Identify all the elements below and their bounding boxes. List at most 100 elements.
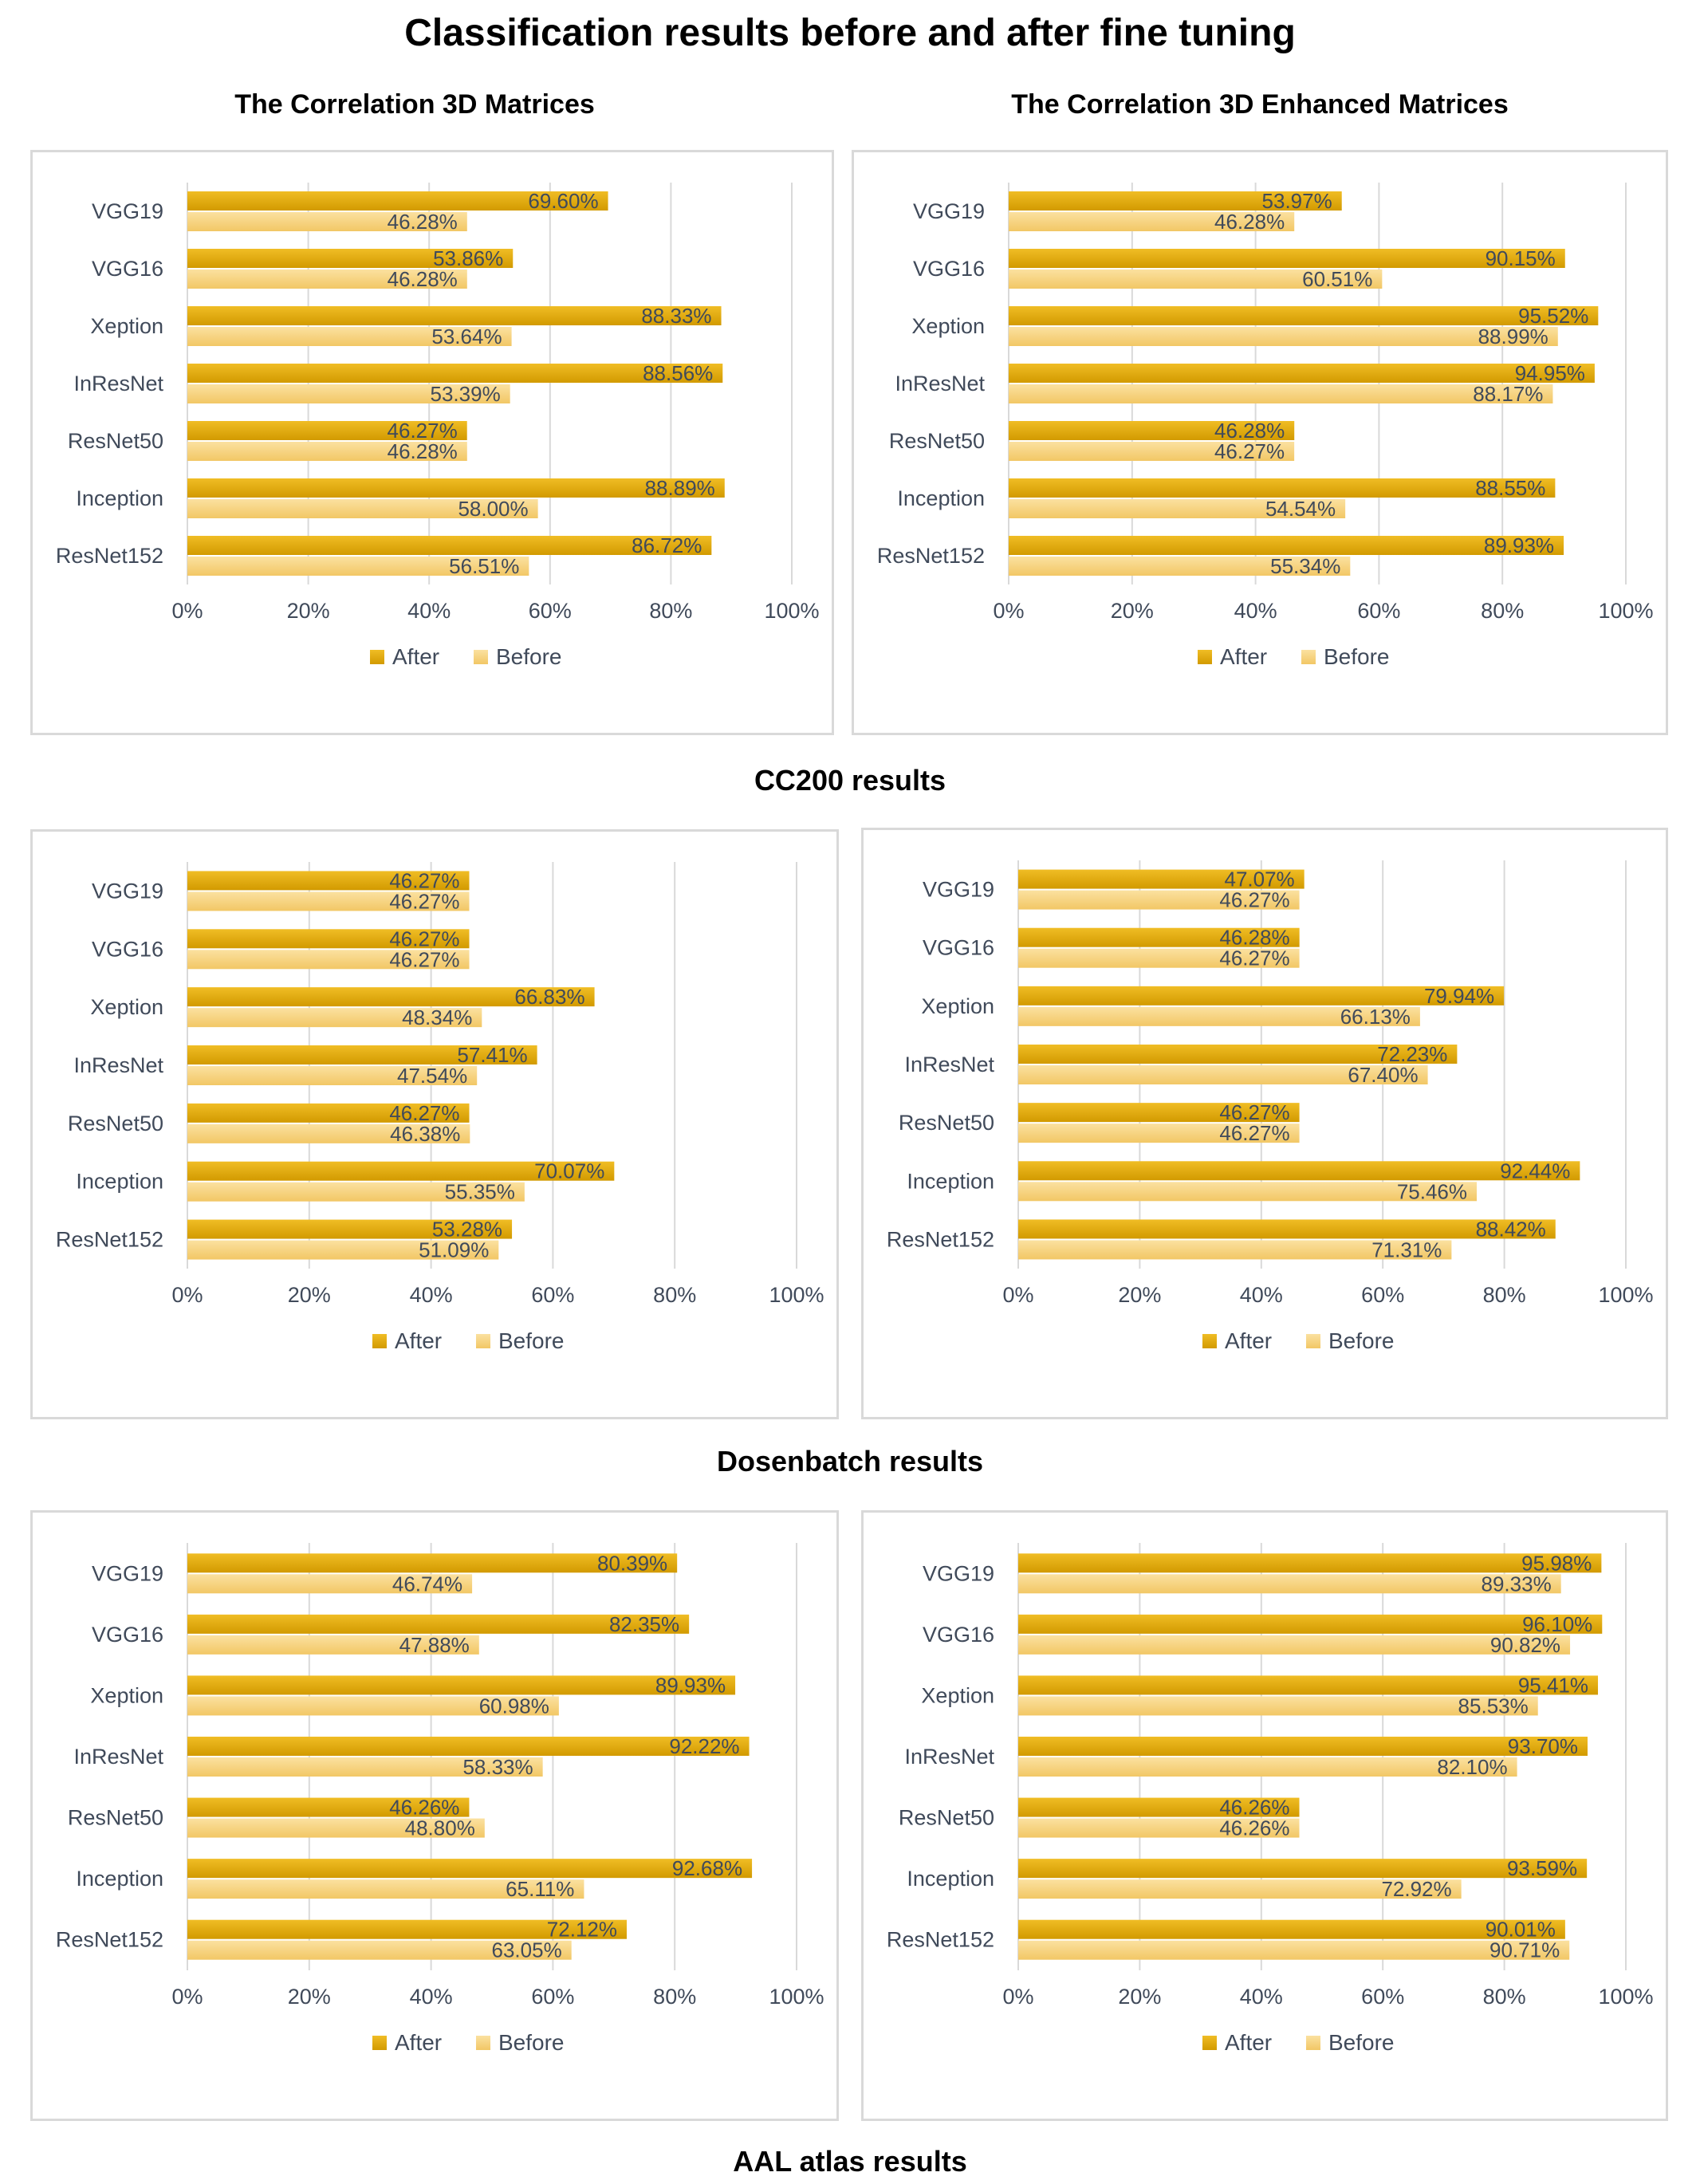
bar-before <box>187 1574 473 1594</box>
category-label: ResNet152 <box>56 1228 163 1252</box>
category-label: ResNet50 <box>68 429 163 453</box>
x-tick-label: 80% <box>1483 1283 1526 1307</box>
bar-before <box>187 1066 478 1085</box>
category-label: ResNet50 <box>889 429 985 453</box>
page-title: Classification results before and after … <box>404 12 1296 54</box>
data-label-before: 72.92% <box>1381 1877 1451 1901</box>
data-label-after: 88.89% <box>645 476 715 500</box>
data-label-after: 82.35% <box>609 1612 679 1636</box>
legend-label-before: Before <box>496 644 562 669</box>
bar-after <box>1018 1045 1458 1064</box>
data-label-before: 67.40% <box>1348 1063 1418 1087</box>
x-tick-label: 60% <box>531 1985 574 2009</box>
bar-after <box>1009 191 1342 211</box>
data-label-before: 46.28% <box>1214 210 1285 234</box>
data-label-before: 58.00% <box>458 497 528 521</box>
bar-before <box>1018 1757 1517 1777</box>
data-label-before: 46.27% <box>1219 946 1289 970</box>
data-label-before: 90.71% <box>1489 1938 1560 1962</box>
x-tick-label: 80% <box>653 1283 696 1307</box>
bar-before <box>187 499 538 518</box>
data-label-after: 92.22% <box>669 1734 739 1758</box>
bar-chart: 0% 20% 40% 60% 80% 100% VGG19 69.60% 46.28% VGG16… <box>56 183 820 669</box>
bar-after <box>1018 1161 1580 1181</box>
data-label-before: 90.82% <box>1490 1633 1560 1657</box>
data-label-before: 60.98% <box>479 1694 549 1718</box>
data-label-after: 86.72% <box>632 533 702 557</box>
data-label-before: 46.27% <box>1214 439 1285 463</box>
data-label-before: 75.46% <box>1397 1179 1467 1203</box>
data-label-after: 46.28% <box>1219 926 1289 950</box>
category-label: InResNet <box>904 1053 994 1076</box>
bar-before <box>1018 1879 1462 1899</box>
category-label: Inception <box>907 1867 994 1891</box>
bar-after <box>1018 869 1305 889</box>
x-tick-label: 60% <box>1361 1283 1404 1307</box>
data-label-before: 53.39% <box>431 382 501 406</box>
category-label: VGG16 <box>923 1623 994 1647</box>
legend-label-before: Before <box>498 2030 565 2055</box>
x-tick-label: 100% <box>764 599 819 623</box>
data-label-before: 46.28% <box>388 439 458 463</box>
chart-panel-dosenbatch-enhanced: 0% 20% 40% 60% 80% 100% VGG19 47.07% 46.27% VGG16… <box>861 828 1668 1419</box>
data-label-after: 88.42% <box>1476 1217 1546 1241</box>
category-label: ResNet152 <box>56 544 163 568</box>
bar-after <box>187 929 470 949</box>
section-label-dosenbatch: Dosenbatch results <box>716 1445 984 1478</box>
data-label-before: 47.54% <box>397 1064 467 1088</box>
data-label-after: 92.44% <box>1500 1159 1570 1183</box>
bar-before <box>1009 270 1383 289</box>
column-title-right: The Correlation 3D Enhanced Matrices <box>1011 89 1509 120</box>
x-tick-label: 0% <box>171 599 203 623</box>
legend-label-before: Before <box>1328 1328 1395 1353</box>
data-label-after: 66.83% <box>514 985 584 1009</box>
data-label-before: 51.09% <box>419 1238 489 1262</box>
data-label-after: 57.41% <box>457 1043 527 1067</box>
data-label-after: 88.56% <box>643 361 713 385</box>
category-label: VGG16 <box>913 257 985 281</box>
category-label: ResNet152 <box>887 1928 994 1952</box>
legend-label-after: After <box>1225 1328 1272 1353</box>
legend-label-after: After <box>1225 2030 1272 2055</box>
x-tick-label: 60% <box>531 1283 574 1307</box>
bar-after <box>187 421 467 440</box>
data-label-before: 46.27% <box>389 947 459 971</box>
section-label-cc200: CC200 results <box>754 764 946 797</box>
chart-panel-aal-matrices: 0% 20% 40% 60% 80% 100% VGG19 80.39% 46.74% VGG16… <box>30 1510 839 2121</box>
bar-after <box>187 191 608 211</box>
data-label-after: 94.95% <box>1515 361 1585 385</box>
data-label-before: 46.27% <box>389 889 459 913</box>
bar-before <box>187 270 467 289</box>
category-label: ResNet50 <box>68 1112 163 1135</box>
data-label-after: 88.55% <box>1475 476 1545 500</box>
x-tick-label: 40% <box>410 1283 453 1307</box>
category-label: Xeption <box>921 994 994 1018</box>
bar-chart: 0% 20% 40% 60% 80% 100% VGG19 95.98%89.33% VGG16… <box>887 1543 1654 2055</box>
x-tick-label: 60% <box>1361 1985 1404 2009</box>
bar-before <box>187 1879 584 1899</box>
bar-after <box>1018 1553 1602 1573</box>
data-label-before: 63.05% <box>492 1938 562 1962</box>
category-label: VGG19 <box>92 199 163 223</box>
legend-swatch-after <box>372 2036 387 2050</box>
x-tick-label: 20% <box>1118 1985 1161 2009</box>
category-label: VGG19 <box>923 1561 994 1585</box>
bar-before <box>187 1635 479 1655</box>
bar-chart: 0% 20% 40% 60% 80% 100% VGG19 80.39% 46.74% VGG16… <box>56 1543 824 2055</box>
legend-swatch-before <box>476 2036 490 2050</box>
data-label-before: 60.51% <box>1302 267 1372 291</box>
legend-swatch-before <box>474 650 488 664</box>
data-label-after: 53.86% <box>433 246 503 270</box>
bar-before <box>1009 327 1558 346</box>
bar-before <box>1009 384 1553 403</box>
legend-swatch-after <box>1202 2036 1217 2050</box>
data-label-before: 47.88% <box>399 1633 470 1657</box>
column-title-left: The Correlation 3D Matrices <box>234 89 595 120</box>
bar-after <box>187 1103 470 1123</box>
category-label: InResNet <box>895 372 985 395</box>
x-tick-label: 40% <box>410 1985 453 2009</box>
data-label-before: 55.34% <box>1270 554 1340 578</box>
x-tick-label: 40% <box>1240 1985 1283 2009</box>
bar-before <box>1018 948 1300 968</box>
category-label: InResNet <box>73 1745 163 1769</box>
